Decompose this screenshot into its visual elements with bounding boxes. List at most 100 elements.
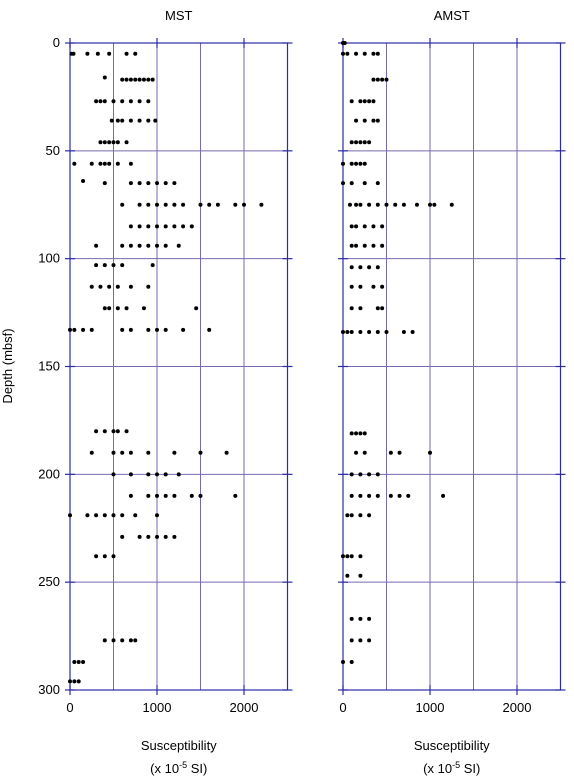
data-point bbox=[163, 327, 168, 332]
data-point bbox=[354, 431, 359, 436]
chart-title: MST bbox=[165, 8, 193, 23]
data-point bbox=[181, 202, 186, 207]
data-point bbox=[358, 265, 363, 270]
data-point bbox=[102, 306, 107, 311]
data-point bbox=[345, 554, 350, 559]
data-point bbox=[358, 616, 363, 621]
data-point bbox=[380, 224, 385, 229]
data-point bbox=[155, 224, 159, 229]
data-point bbox=[128, 181, 133, 186]
data-point bbox=[189, 224, 194, 229]
y-tick-label: 100 bbox=[38, 251, 60, 266]
data-point bbox=[137, 534, 142, 539]
data-point bbox=[107, 51, 112, 56]
data-point bbox=[397, 493, 402, 498]
data-point bbox=[72, 679, 77, 684]
data-point bbox=[94, 243, 99, 248]
data-point bbox=[172, 534, 177, 539]
data-point bbox=[98, 161, 103, 166]
data-point bbox=[362, 118, 367, 123]
data-point bbox=[345, 51, 350, 56]
data-point bbox=[120, 118, 125, 123]
data-point bbox=[137, 118, 142, 123]
data-point bbox=[354, 202, 359, 207]
x-axis-unit-exponent: -5 bbox=[179, 760, 187, 770]
data-point bbox=[410, 329, 415, 334]
data-point bbox=[362, 161, 367, 166]
data-point bbox=[155, 472, 159, 477]
data-point bbox=[371, 99, 376, 104]
data-point bbox=[176, 243, 181, 248]
data-point bbox=[102, 75, 107, 80]
data-point bbox=[358, 573, 363, 578]
data-point bbox=[349, 659, 354, 664]
data-point bbox=[95, 51, 100, 56]
data-point bbox=[172, 493, 177, 498]
data-point bbox=[146, 202, 151, 207]
data-point bbox=[133, 638, 138, 643]
data-point bbox=[102, 429, 107, 434]
data-point bbox=[141, 306, 146, 311]
data-point bbox=[349, 99, 354, 104]
data-point bbox=[393, 202, 398, 207]
data-point bbox=[68, 679, 72, 684]
data-point bbox=[341, 329, 345, 334]
data-point bbox=[358, 306, 363, 311]
data-point bbox=[111, 140, 116, 145]
plot-frame bbox=[69, 42, 289, 691]
data-point bbox=[128, 118, 133, 123]
data-point bbox=[155, 513, 159, 518]
data-point bbox=[441, 493, 446, 498]
data-point bbox=[146, 77, 151, 82]
data-point bbox=[150, 263, 155, 268]
data-point bbox=[362, 431, 367, 436]
data-point bbox=[380, 306, 385, 311]
data-point bbox=[367, 140, 372, 145]
data-point bbox=[124, 51, 129, 56]
data-point bbox=[102, 554, 107, 559]
data-point bbox=[345, 513, 350, 518]
x-axis-unit-exponent: -5 bbox=[452, 760, 460, 770]
data-point bbox=[146, 493, 151, 498]
data-point bbox=[349, 638, 354, 643]
data-point bbox=[428, 450, 432, 455]
data-point bbox=[406, 493, 411, 498]
x-axis-title: Susceptibility bbox=[414, 738, 490, 753]
data-point bbox=[207, 202, 212, 207]
data-point bbox=[155, 327, 159, 332]
data-point bbox=[432, 202, 437, 207]
data-point bbox=[124, 429, 129, 434]
data-point bbox=[128, 638, 133, 643]
data-point bbox=[358, 329, 363, 334]
data-point bbox=[146, 181, 151, 186]
data-point bbox=[176, 472, 181, 477]
data-point bbox=[172, 202, 177, 207]
data-point bbox=[128, 224, 133, 229]
data-point bbox=[128, 161, 133, 166]
data-point bbox=[207, 327, 212, 332]
x-axis-unit-part: (x 10 bbox=[150, 761, 179, 776]
data-point bbox=[349, 265, 354, 270]
data-point bbox=[146, 284, 151, 289]
data-point bbox=[345, 329, 350, 334]
data-point bbox=[349, 493, 354, 498]
data-point bbox=[349, 472, 354, 477]
data-point bbox=[224, 450, 229, 455]
data-point bbox=[341, 181, 345, 186]
data-point bbox=[384, 77, 389, 82]
data-point bbox=[107, 161, 112, 166]
data-point bbox=[358, 284, 363, 289]
data-point bbox=[94, 554, 99, 559]
data-point bbox=[367, 265, 372, 270]
data-point bbox=[428, 202, 432, 207]
data-point bbox=[153, 118, 158, 123]
data-point bbox=[137, 99, 142, 104]
data-point bbox=[102, 638, 107, 643]
data-point bbox=[362, 140, 367, 145]
y-tick-label: 150 bbox=[38, 359, 60, 374]
data-point bbox=[109, 118, 114, 123]
data-point bbox=[124, 140, 129, 145]
data-point bbox=[172, 181, 177, 186]
data-point bbox=[198, 450, 203, 455]
data-point bbox=[111, 638, 116, 643]
